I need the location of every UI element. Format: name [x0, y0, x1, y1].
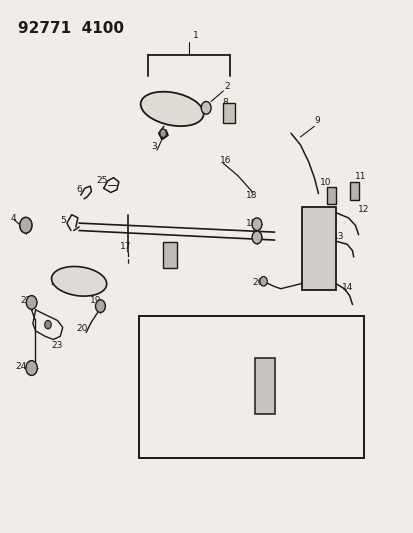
- Text: 6: 6: [76, 184, 82, 193]
- Text: 17: 17: [120, 241, 131, 251]
- Text: 11: 11: [354, 172, 366, 181]
- Text: (W/O: (W/O: [147, 336, 174, 346]
- Text: 4: 4: [11, 214, 17, 223]
- Text: 1: 1: [192, 31, 198, 40]
- Bar: [349, 182, 358, 200]
- Text: 92771  4100: 92771 4100: [19, 21, 124, 36]
- Circle shape: [201, 101, 211, 114]
- Text: 19: 19: [90, 296, 101, 304]
- Text: 14: 14: [341, 283, 352, 292]
- Text: 8: 8: [222, 98, 228, 107]
- Text: 18: 18: [246, 191, 257, 200]
- Text: 23: 23: [52, 341, 63, 350]
- Bar: [139, 316, 363, 458]
- Text: 9: 9: [313, 116, 319, 125]
- Text: 16: 16: [219, 156, 230, 165]
- Circle shape: [259, 277, 267, 286]
- Text: 10: 10: [319, 178, 331, 187]
- Circle shape: [159, 129, 166, 138]
- Text: 25: 25: [97, 175, 108, 184]
- Circle shape: [252, 231, 261, 244]
- Ellipse shape: [52, 266, 107, 296]
- Text: 12: 12: [357, 205, 368, 214]
- Circle shape: [95, 300, 105, 312]
- Text: 20: 20: [76, 324, 88, 333]
- Text: 3: 3: [151, 142, 157, 151]
- Circle shape: [252, 218, 261, 231]
- Text: CENTRAL: CENTRAL: [147, 358, 195, 367]
- Bar: [223, 102, 234, 123]
- Text: DOOR LOCK): DOOR LOCK): [147, 378, 228, 389]
- Ellipse shape: [140, 92, 203, 126]
- Text: 7: 7: [164, 247, 169, 256]
- Text: 18: 18: [246, 220, 257, 229]
- Bar: [162, 242, 177, 268]
- Bar: [326, 187, 335, 204]
- Text: 5: 5: [60, 216, 65, 225]
- Text: 22: 22: [20, 296, 31, 304]
- Circle shape: [26, 296, 37, 309]
- Text: 13: 13: [332, 232, 344, 241]
- Text: 24: 24: [15, 362, 26, 371]
- Text: 2: 2: [223, 82, 229, 91]
- Text: 26: 26: [252, 278, 263, 287]
- Text: 21: 21: [50, 278, 62, 287]
- Circle shape: [20, 217, 32, 233]
- Bar: [301, 207, 335, 290]
- Circle shape: [26, 361, 37, 375]
- Text: 15: 15: [283, 334, 295, 343]
- Bar: [255, 358, 274, 414]
- Circle shape: [45, 320, 51, 329]
